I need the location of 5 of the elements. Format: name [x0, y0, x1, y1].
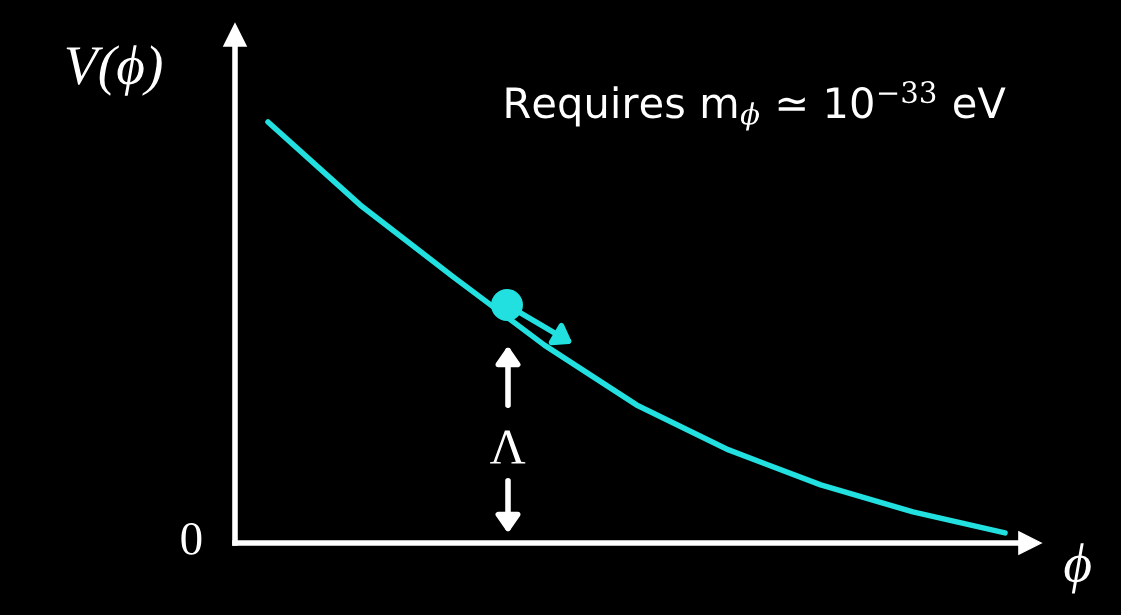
annotation: Λ	[490, 430, 526, 464]
text: 0	[181, 522, 202, 555]
annotation: Requires m$_{ϕ}$ ≃ 10$^{−33}$ eV	[506, 81, 1006, 131]
x-axis-title: ϕ	[1064, 543, 1091, 594]
y-axis-title: V(ϕ)	[66, 45, 162, 96]
